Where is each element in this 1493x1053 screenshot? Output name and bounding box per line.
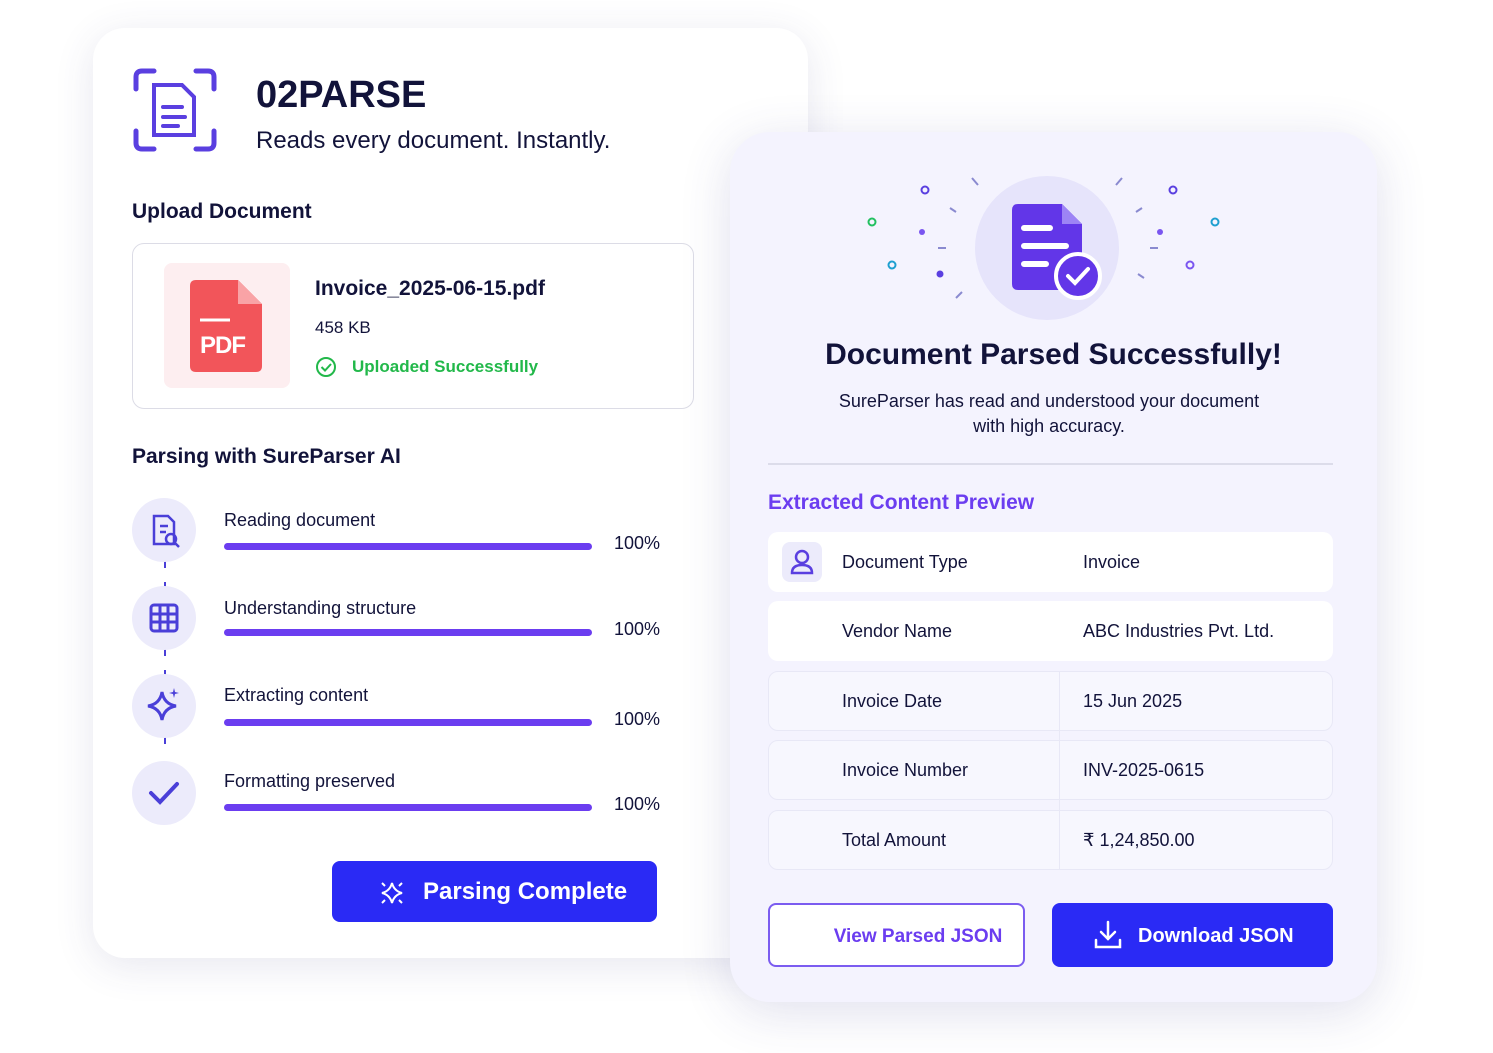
section-heading: Upload Document [132,200,312,223]
field-value: ABC Industries Pvt. Ltd. [1083,621,1275,641]
step-glyph [149,782,179,805]
step-icon [132,586,196,650]
field-row [768,532,1333,592]
field-value: Invoice [1083,552,1141,572]
step-icon [132,674,196,738]
upload-status: Uploaded Successfully [352,357,539,376]
field-row [768,601,1333,661]
button-label: Download JSON [1138,925,1294,947]
progress-percent: 100% [614,619,661,639]
step-label: Formatting preserved [224,771,396,791]
field-row [768,671,1333,731]
step-label: Extracting content [224,685,369,705]
field-label: Total Amount [842,830,947,850]
file-size: 458 KB [315,318,371,337]
progress-bar [224,719,592,726]
progress-percent: 100% [614,794,661,814]
field-row [768,810,1333,870]
step-label: Understanding structure [224,598,417,618]
pdf-label: PDF [200,332,246,359]
section-heading: Extracted Content Preview [768,491,1035,514]
pdf-icon [190,280,262,372]
field-label: Invoice Number [842,760,969,780]
result-message: SureParser has read and understood your … [838,391,1260,436]
step-glyph [149,603,179,633]
field-value: INV-2025-0615 [1083,760,1205,780]
sparkle-icon [381,882,403,904]
divider [768,463,1333,465]
result-title: Document Parsed Successfully! [825,338,1282,371]
button-label: View Parsed JSON [833,926,1003,947]
field-label: Document Type [842,552,968,572]
success-illustration [867,176,1220,320]
step-glyph [147,688,179,721]
brand-name: 02PARSE [256,74,427,116]
progress-bar [224,543,592,550]
tagline: Reads every document. Instantly. [256,127,611,154]
download-json-button[interactable] [1052,903,1333,967]
upload-card [93,28,808,958]
upload-box [132,243,694,409]
section-heading: Parsing with SureParser AI [132,445,401,468]
step-icon [132,761,196,825]
progress-percent: 100% [614,709,661,729]
success-icon [316,357,336,377]
progress-bar [224,629,592,636]
button-label: Parsing Complete [423,878,628,905]
field-value: 15 Jun 2025 [1083,691,1183,711]
logo-icon [133,68,217,152]
download-icon [1094,920,1122,949]
person-icon [790,549,814,575]
field-row [768,740,1333,800]
progress-bar [224,804,592,811]
progress-percent: 100% [614,533,661,553]
column-divider [1059,671,1060,870]
view-json-button[interactable] [768,903,1025,967]
field-value: ₹ 1,24,850.00 [1083,830,1195,850]
step-icon [132,498,196,562]
step-glyph [152,514,180,548]
step-label: Reading document [224,510,376,530]
file-name: Invoice_2025-06-15.pdf [315,277,545,300]
field-label: Vendor Name [842,621,953,641]
field-label: Invoice Date [842,691,943,711]
